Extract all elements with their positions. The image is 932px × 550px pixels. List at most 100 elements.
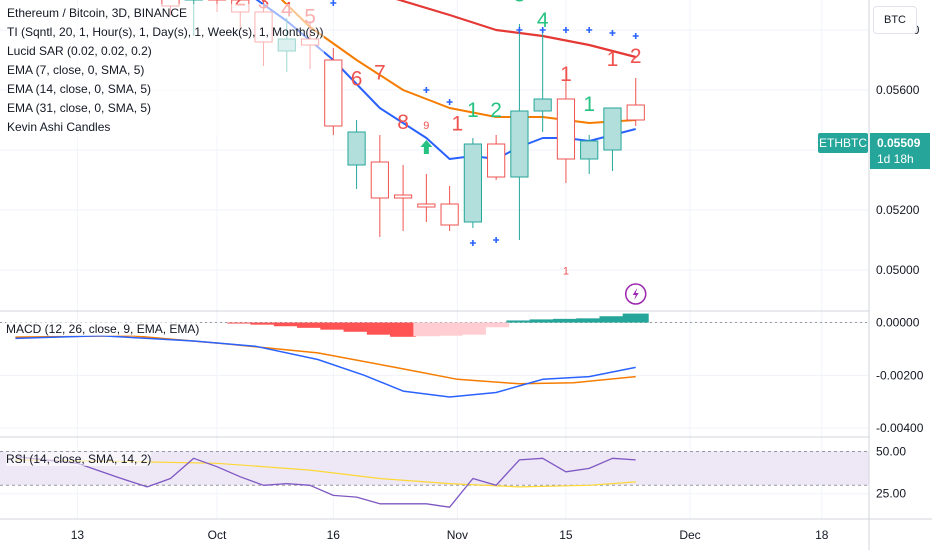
candle-body bbox=[370, 161, 389, 199]
sequential-label: 9 bbox=[423, 120, 429, 132]
macd-bar bbox=[459, 322, 486, 335]
sar-dot bbox=[469, 240, 476, 246]
y-tick-label: -0.00400 bbox=[876, 421, 924, 435]
macd-bar bbox=[576, 318, 603, 323]
legend-indicator-ema14[interactable]: EMA (14, close, 0, SMA, 5) bbox=[7, 80, 324, 99]
sequential-label: 1 bbox=[583, 93, 595, 116]
candle-body bbox=[487, 143, 506, 178]
rsi-ma-line bbox=[15, 459, 636, 488]
symbol-tag-bg bbox=[818, 133, 868, 153]
x-tick-label: 16 bbox=[327, 528, 341, 542]
macd-bar bbox=[343, 322, 370, 332]
y-tick-label: 0.05600 bbox=[876, 83, 920, 97]
sar-dot bbox=[446, 99, 453, 105]
time-axis-bg bbox=[0, 519, 932, 550]
sequential-label: 2 bbox=[630, 45, 642, 68]
sar-dots bbox=[330, 0, 639, 246]
candle-body bbox=[556, 98, 576, 160]
sequential-label: 6 bbox=[351, 68, 363, 91]
sequential-label: 7 bbox=[374, 62, 386, 85]
candle-body bbox=[393, 194, 413, 199]
macd-bar bbox=[273, 322, 300, 327]
macd-line bbox=[15, 334, 636, 398]
y-tick-label: 50.00 bbox=[876, 445, 906, 459]
candle-body bbox=[347, 131, 366, 166]
price-axis-bg bbox=[869, 0, 932, 550]
macd-bar bbox=[297, 322, 324, 328]
x-tick-label: 13 bbox=[71, 528, 85, 542]
countdown-text: 1d 18h bbox=[877, 152, 914, 166]
macd-bar bbox=[227, 322, 254, 324]
rsi-band bbox=[0, 322, 869, 486]
macd-bar bbox=[506, 320, 533, 323]
sequential-label: 1 bbox=[452, 113, 464, 136]
buy-arrow-icon bbox=[420, 140, 433, 154]
macd-bar bbox=[483, 322, 510, 328]
sar-dot bbox=[330, 0, 337, 6]
candle-body bbox=[440, 203, 459, 226]
sar-dot bbox=[539, 27, 546, 33]
symbol-tag-text: ETHBTC bbox=[819, 136, 867, 150]
macd-bar bbox=[320, 322, 347, 330]
x-tick-label: 18 bbox=[815, 528, 829, 542]
sar-dot bbox=[609, 30, 616, 36]
sar-dot bbox=[423, 87, 430, 93]
candle-body bbox=[510, 110, 529, 178]
macd-bar bbox=[529, 319, 556, 323]
candle-body bbox=[580, 140, 599, 160]
y-tick-label: 0.05200 bbox=[876, 203, 920, 217]
legend-indicator-ema31[interactable]: EMA (31, close, 0, SMA, 5) bbox=[7, 99, 324, 118]
currency-label[interactable]: BTC bbox=[873, 6, 917, 34]
sar-dot bbox=[586, 27, 593, 33]
y-tick-label: 0.05000 bbox=[876, 263, 920, 277]
sequential-label: 2 bbox=[490, 99, 502, 122]
legend-indicator-ti[interactable]: TI (Sqntl, 20, 1, Hour(s), 1, Day(s), 1,… bbox=[7, 23, 324, 42]
x-tick-label: Nov bbox=[447, 528, 468, 542]
macd-histogram bbox=[227, 313, 649, 337]
legend-title: Ethereum / Bitcoin, 3D, BINANCE bbox=[7, 4, 324, 23]
candle-body bbox=[603, 107, 622, 151]
x-tick-label: 15 bbox=[559, 528, 573, 542]
y-tick-label: 25.00 bbox=[876, 487, 906, 501]
macd-bar bbox=[436, 322, 463, 336]
last-price-tag-bg bbox=[870, 133, 930, 169]
macd-bar bbox=[390, 322, 417, 337]
legend-indicator-ema7[interactable]: EMA (7, close, 0, SMA, 5) bbox=[7, 61, 324, 80]
legend-indicator-kevin-ashi[interactable]: Kevin Ashi Candles bbox=[7, 118, 324, 137]
sequential-label: 8 bbox=[397, 111, 409, 134]
candle-body bbox=[463, 143, 482, 223]
sar-dot bbox=[562, 27, 569, 33]
ema31-line bbox=[395, 0, 636, 59]
sar-dot bbox=[632, 33, 639, 39]
lightning-bolt-icon bbox=[632, 288, 639, 300]
macd-bar bbox=[599, 316, 626, 323]
candle-body bbox=[417, 203, 436, 208]
legend-indicator-sar[interactable]: Lucid SAR (0.02, 0.02, 0.2) bbox=[7, 42, 324, 61]
sequential-label: 1 bbox=[560, 63, 572, 86]
macd-bar bbox=[250, 322, 277, 325]
macd-bar bbox=[366, 322, 393, 335]
y-tick-label: -0.00200 bbox=[876, 368, 924, 382]
last-price-text: 0.05509 bbox=[877, 136, 921, 150]
rsi-line bbox=[15, 455, 636, 508]
sequential-label: 4 bbox=[537, 9, 549, 32]
macd-label[interactable]: MACD (12, 26, close, 9, EMA, EMA) bbox=[6, 322, 200, 336]
macd-bar bbox=[622, 313, 649, 323]
chart-legend: Ethereum / Bitcoin, 3D, BINANCE TI (Sqnt… bbox=[7, 4, 324, 137]
sequential-label: 1 bbox=[563, 266, 569, 278]
macd-bar bbox=[413, 322, 440, 337]
y-tick-label: 0.00000 bbox=[876, 316, 920, 330]
sequential-label: 1 bbox=[467, 99, 479, 122]
macd-bar bbox=[552, 318, 579, 323]
candle-body bbox=[626, 104, 645, 121]
sequential-label: 1 bbox=[607, 48, 619, 71]
rsi-label[interactable]: RSI (14, close, SMA, 14, 2) bbox=[6, 452, 152, 466]
candles bbox=[161, 0, 645, 240]
price-tags: ETHBTC 0.05509 1d 18h bbox=[818, 133, 930, 169]
sequential-label: 3 bbox=[514, 0, 526, 7]
macd-signal-line bbox=[15, 334, 636, 385]
candle-body bbox=[324, 59, 343, 127]
x-tick-label: Oct bbox=[208, 528, 227, 542]
